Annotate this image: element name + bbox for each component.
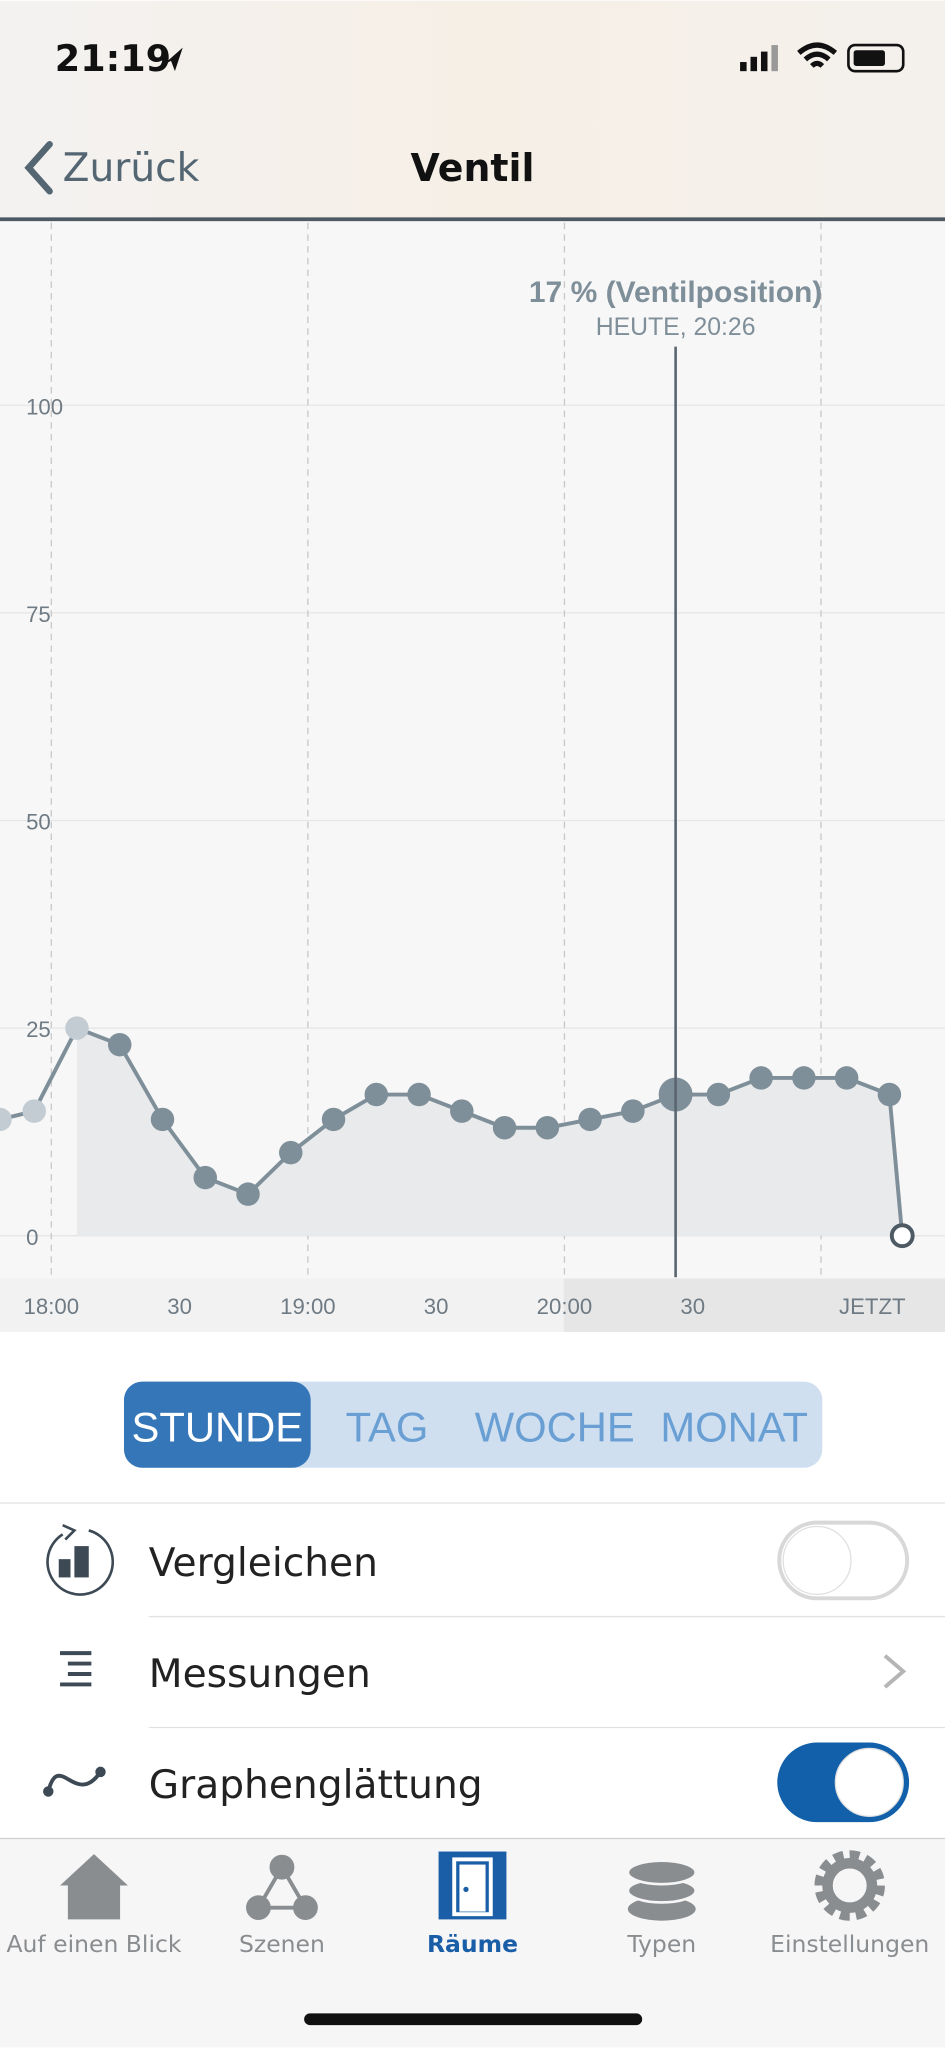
x-tick-label: 30 (680, 1294, 705, 1319)
tab-icon-scenes (246, 1854, 318, 1921)
y-tick-label: 100 (26, 394, 63, 419)
x-tick-label: 30 (424, 1294, 449, 1319)
compare-icon (46, 1524, 115, 1596)
data-point (65, 1016, 89, 1040)
data-point (706, 1082, 731, 1107)
data-point (150, 1107, 175, 1132)
tab-icon-types (626, 1859, 698, 1921)
nav-title: Ventil (411, 146, 535, 190)
data-point (877, 1082, 902, 1107)
x-tick-label: 18:00 (24, 1294, 79, 1319)
segment-selected-bg (123, 1381, 311, 1468)
x-tick-label: 19:00 (280, 1294, 335, 1319)
data-point (492, 1115, 517, 1140)
x-tick-label: 20:00 (537, 1294, 592, 1319)
data-point (578, 1107, 602, 1132)
y-tick-label: 0 (26, 1225, 38, 1250)
data-point (621, 1099, 645, 1123)
tab-label[interactable]: Auf einen Blick (6, 1930, 181, 1958)
data-point (279, 1140, 303, 1165)
tab-icon-rooms (438, 1851, 507, 1920)
tabs: Auf einen Blick Szenen Räume Typen Einstellu… (6, 1930, 929, 1958)
y-tick-label: 25 (26, 1017, 51, 1042)
header-bg (0, 0, 945, 220)
list-icon (60, 1651, 92, 1687)
tab-label[interactable]: Typen (626, 1930, 696, 1958)
list-label[interactable]: Messungen (149, 1652, 371, 1697)
segment[interactable]: STUNDE (131, 1404, 303, 1451)
data-point (107, 1032, 132, 1057)
chart: 0 25 50 75 100 18:00 30 19:00 30 20:00 30 JETZT 17 %… (0, 222, 945, 1319)
segments: STUNDE TAG WOCHE MONAT (123, 1381, 808, 1468)
x-tick-label: JETZT (839, 1294, 906, 1319)
header-border (0, 217, 945, 222)
wifi-icon (797, 42, 838, 68)
segment[interactable]: TAG (346, 1404, 429, 1451)
tab-label[interactable]: Räume (427, 1930, 518, 1958)
data-point (450, 1099, 474, 1123)
x-tick-label: 30 (167, 1294, 192, 1319)
signal-icon (740, 45, 778, 72)
tab-label[interactable]: Einstellungen (770, 1930, 929, 1958)
tab-label[interactable]: Szenen (239, 1930, 325, 1958)
x-axis-bg-recent (563, 1278, 945, 1333)
data-point (0, 1107, 12, 1132)
y-tick-label: 75 (26, 602, 51, 627)
toggle-knob (834, 1747, 904, 1817)
list-label[interactable]: Graphenglättung (149, 1763, 483, 1808)
smoothing-icon (43, 1766, 106, 1797)
data-point (407, 1082, 431, 1107)
data-point (792, 1066, 816, 1090)
data-point (22, 1099, 46, 1123)
toggle-knob (782, 1525, 852, 1596)
back-chevron[interactable] (24, 140, 53, 195)
back-button[interactable]: Zurück (63, 146, 200, 191)
annotation-subtext: HEUTE, 20:26 (596, 314, 756, 341)
area (76, 1028, 903, 1236)
location-icon (161, 47, 183, 72)
battery-level (853, 50, 885, 66)
data-point (364, 1082, 389, 1107)
data-point (749, 1066, 773, 1090)
segment[interactable]: WOCHE (475, 1404, 635, 1451)
data-point (193, 1165, 217, 1190)
data-point (236, 1182, 260, 1206)
settings-list: Vergleichen Messungen Graphenglättung (149, 1520, 945, 1823)
data-point (834, 1066, 859, 1090)
home-indicator (304, 2013, 643, 2026)
segment[interactable]: MONAT (660, 1404, 808, 1451)
battery-icon (847, 43, 905, 73)
data-point (321, 1107, 346, 1132)
status-time: 21:19 (55, 37, 171, 80)
tab-icon-home (60, 1854, 128, 1920)
data-point (889, 1223, 915, 1249)
y-tick-label: 50 (26, 810, 51, 835)
data-point (535, 1115, 560, 1140)
chevron[interactable] (883, 1654, 907, 1689)
list-label[interactable]: Vergleichen (149, 1541, 378, 1586)
annotation-text: 17 % (Ventilposition) (529, 276, 823, 309)
tab-icon-settings (814, 1850, 885, 1921)
